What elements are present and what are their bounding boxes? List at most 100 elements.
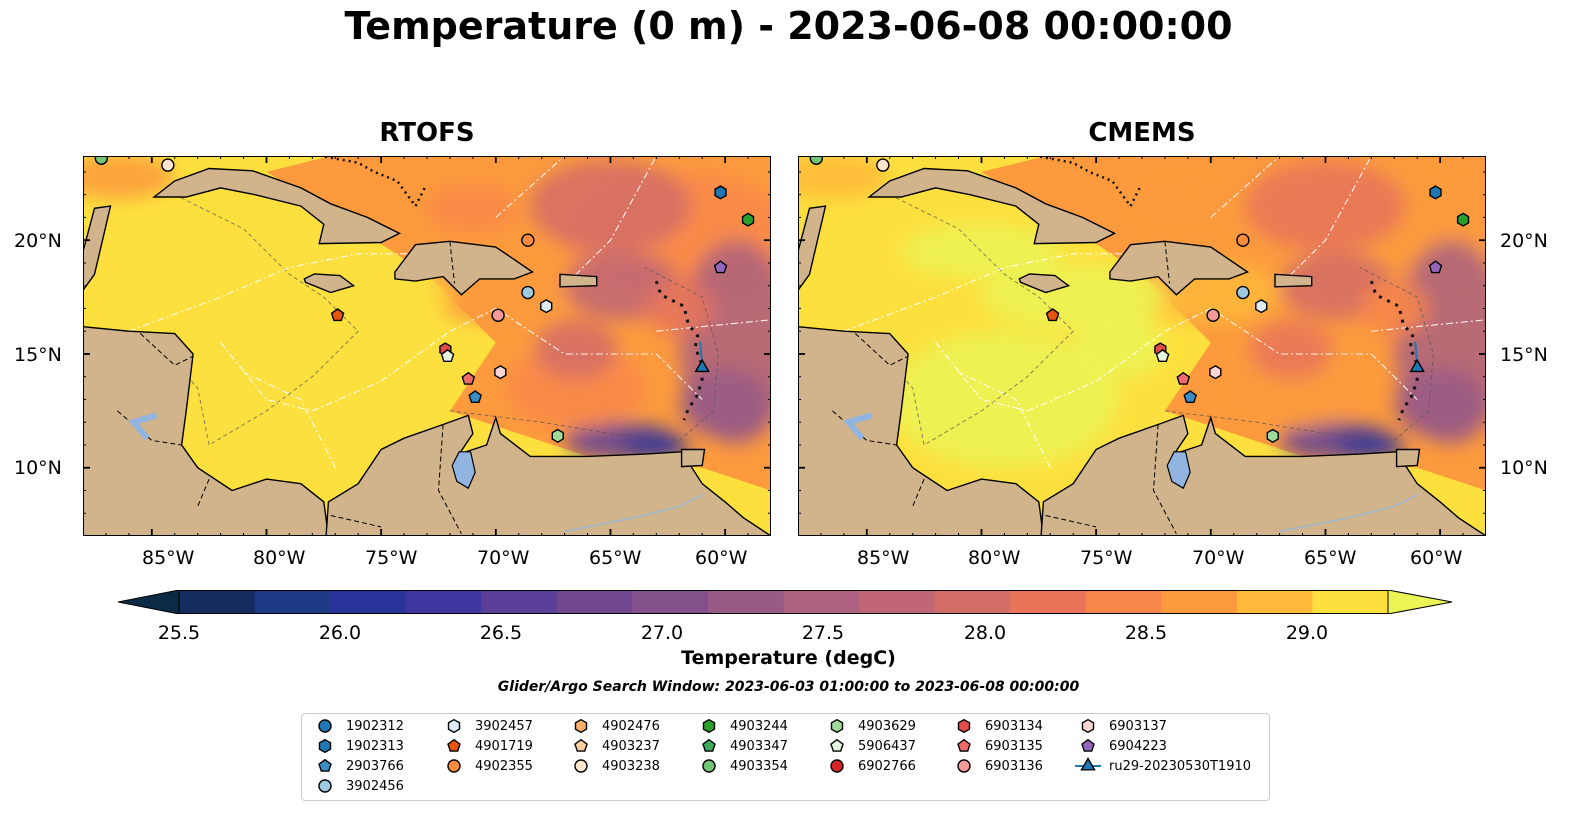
eez-boundary <box>449 307 703 400</box>
hexagon-marker-icon <box>1081 718 1095 734</box>
temperature-patch <box>889 331 1120 468</box>
colorbar-outline <box>178 590 1389 614</box>
platform-circle-marker <box>491 308 505 322</box>
platform-circle-marker <box>809 156 824 165</box>
legend-item: 4901719 <box>439 736 533 756</box>
eez-boundary <box>1279 156 1372 287</box>
legend-item: 4903629 <box>822 716 916 736</box>
temperature-patch <box>1073 315 1165 379</box>
platform-circle-marker <box>94 156 109 165</box>
platform-pentagon-marker <box>1155 349 1170 363</box>
river <box>1279 494 1418 533</box>
country-border <box>832 410 897 446</box>
temperature-patch <box>534 319 618 379</box>
legend-label: 6903134 <box>985 718 1043 734</box>
legend-item: 6904223 <box>1073 736 1167 756</box>
colorbar-segment <box>1161 590 1238 614</box>
country-border <box>1164 241 1170 284</box>
platform-circle-marker <box>876 158 890 172</box>
circle-marker-icon <box>830 759 844 773</box>
colorbar-title: Temperature (degC) <box>681 647 896 669</box>
platform-hexagon-marker <box>1255 299 1268 314</box>
legend-circle-marker <box>318 779 332 793</box>
platform-legend: 1902312 1902313 2903766 3902456 3902457 … <box>301 713 1270 801</box>
temperature-patch <box>798 156 890 200</box>
eez-boundary <box>656 319 771 332</box>
circle-marker-icon <box>447 759 461 773</box>
circle-marker-icon <box>574 759 588 773</box>
legend-item: 1902313 <box>310 736 404 756</box>
legend-hexagon-marker <box>318 738 332 754</box>
legend-circle-marker <box>702 759 716 773</box>
temperature-patch <box>644 281 714 336</box>
legend-label: 4903629 <box>858 718 916 734</box>
hexagon-marker-icon <box>702 718 716 734</box>
legend-item: 4903354 <box>694 756 788 776</box>
pentagon-marker-icon <box>702 738 716 752</box>
colorbar-tick-label: 27.0 <box>640 622 684 644</box>
legend-circle-marker <box>574 759 588 773</box>
eez-boundary <box>1371 319 1486 332</box>
land-trinidad <box>680 448 706 468</box>
lon-label-70w: 70°W <box>477 547 530 569</box>
eez-boundary <box>935 330 1166 412</box>
platform-pentagon-marker <box>1176 371 1191 385</box>
legend-item: 6903136 <box>949 756 1043 776</box>
lon-label-75w: 75°W <box>1080 547 1133 569</box>
country-border <box>139 333 194 366</box>
legend-label: ru29-20230530T1910 <box>1109 758 1252 774</box>
platform-circle-marker <box>1236 233 1250 247</box>
legend-circle-marker <box>447 759 461 773</box>
lat-label-20n: 20°N <box>1500 230 1548 252</box>
legend-label: 4903237 <box>602 738 660 754</box>
map-panel-rtofs[interactable] <box>83 156 771 536</box>
temperature-field <box>83 156 771 468</box>
map-panel-cmems[interactable] <box>798 156 1486 536</box>
colorbar-segment <box>254 590 331 614</box>
temperature-patch <box>83 156 175 200</box>
colorbar-segment <box>1312 590 1389 614</box>
platform-hexagon-marker <box>1209 365 1222 380</box>
legend-item: 3902456 <box>310 776 404 796</box>
legend-label: 4903347 <box>730 738 788 754</box>
colorbar-segment <box>707 590 785 614</box>
bathymetry-contour <box>877 194 1074 446</box>
platform-hexagon-marker <box>741 212 755 227</box>
legend-label: 4903244 <box>730 718 788 734</box>
land-yucatan <box>83 205 112 292</box>
pentagon-marker-icon <box>447 738 461 752</box>
temperature-patch <box>1249 319 1333 379</box>
temperature-patch <box>507 347 645 430</box>
colorbar-segment <box>405 590 482 614</box>
country-border <box>437 424 462 534</box>
colorbar-extend-high <box>1387 590 1452 614</box>
colorbar-segment <box>481 590 558 614</box>
lake-maracaibo <box>1166 451 1191 490</box>
legend-label: 6903136 <box>985 758 1043 774</box>
legend-circle-marker <box>830 759 844 773</box>
land-cuba <box>152 167 402 245</box>
legend-pentagon-marker <box>574 738 588 752</box>
lon-label-60w: 60°W <box>695 547 748 569</box>
platform-hexagon-marker <box>1456 212 1470 227</box>
legend-label: 2903766 <box>346 758 404 774</box>
hexagon-marker-icon <box>318 738 332 754</box>
legend-label: 6903135 <box>985 738 1043 754</box>
hexagon-marker-icon <box>447 718 461 734</box>
lon-label-65w: 65°W <box>589 547 642 569</box>
hexagon-marker-icon <box>830 718 844 734</box>
land-puertoRico <box>1274 273 1313 288</box>
platform-hexagon-marker <box>551 428 564 444</box>
temperature-patch <box>530 160 691 252</box>
land-puertoRico <box>559 273 598 288</box>
map-cmems <box>798 156 1486 536</box>
eez-boundary <box>243 371 336 468</box>
circle-marker-icon <box>318 719 332 733</box>
bathymetry-contour <box>1164 267 1434 441</box>
land-hispaniola <box>394 240 535 296</box>
land-hispaniola <box>1109 240 1250 296</box>
eez-boundary <box>220 330 451 412</box>
legend-label: 4902476 <box>602 718 660 734</box>
page-title: Temperature (0 m) - 2023-06-08 00:00:00 <box>344 4 1233 48</box>
colorbar-segment <box>1085 590 1162 614</box>
